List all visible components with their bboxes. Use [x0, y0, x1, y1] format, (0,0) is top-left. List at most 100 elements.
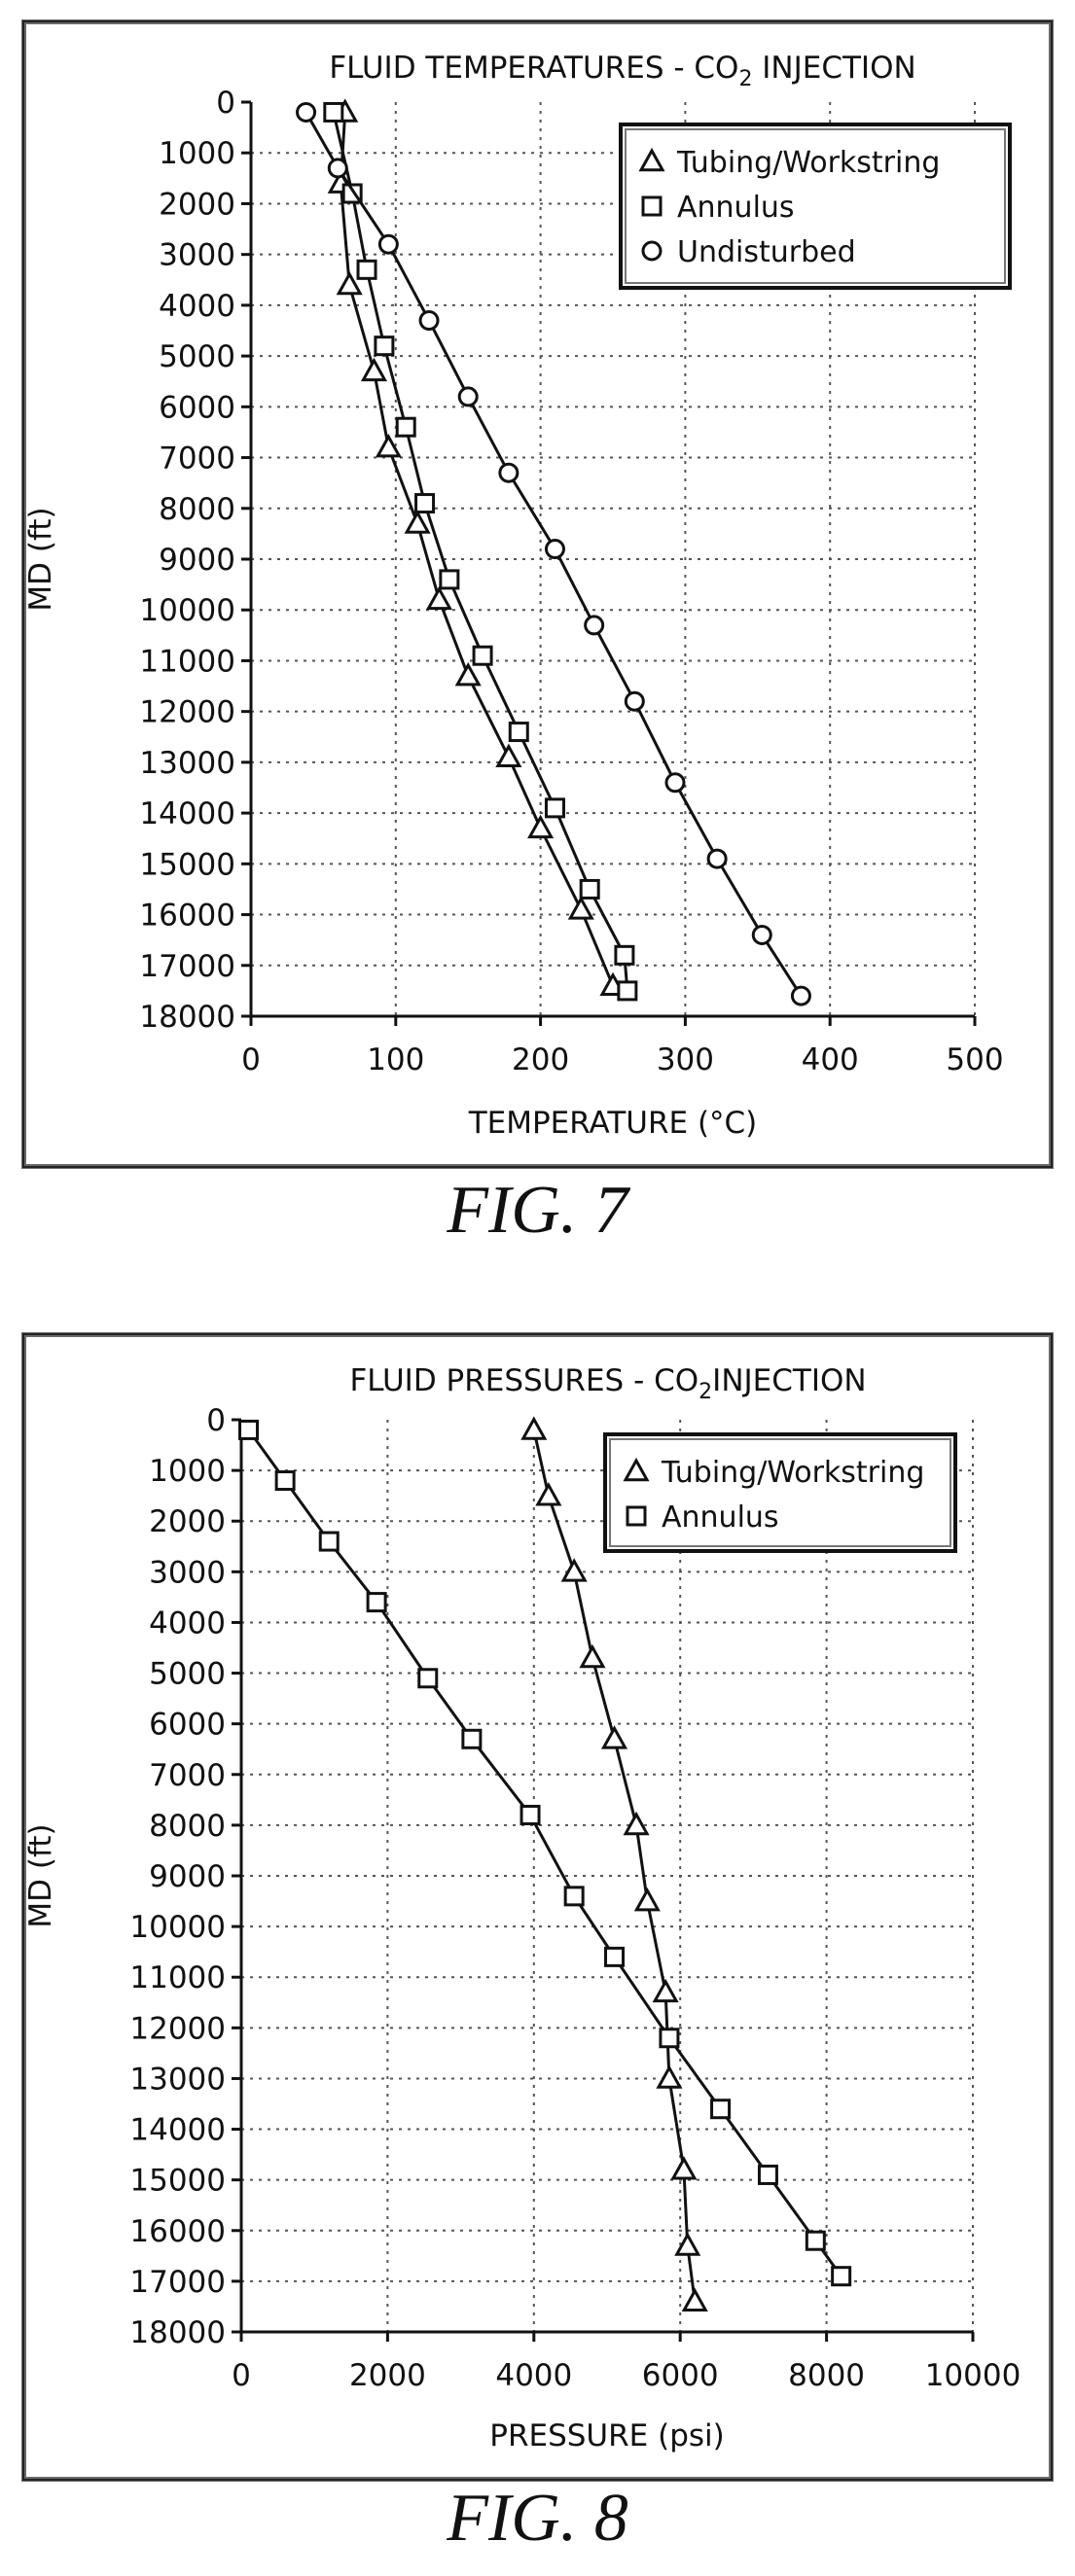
- press-y-tick-label: 14000: [129, 2113, 226, 2148]
- temp-y-tick-label: 8000: [159, 492, 235, 527]
- press-y-tick-label: 0: [206, 1403, 226, 1438]
- press-point-square: [417, 1668, 439, 1689]
- press-y-tick-label: 16000: [129, 2214, 226, 2249]
- temp-point-circle: [664, 772, 686, 794]
- temp-point-circle: [377, 233, 399, 255]
- temp-x-tick-label: 200: [512, 1042, 569, 1077]
- temp-point-circle: [327, 158, 348, 179]
- press-point-triangle: [656, 2064, 683, 2089]
- temp-point-circle: [790, 985, 811, 1006]
- press-y-tick-label: 3000: [149, 1555, 226, 1590]
- press-y-tick-label: 2000: [149, 1504, 226, 1539]
- press-series-line-0: [532, 1429, 697, 2302]
- press-y-tick-label: 17000: [129, 2265, 226, 2300]
- press-legend-label: Annulus: [662, 1500, 779, 1535]
- temp-y-tick-label: 4000: [159, 289, 235, 324]
- temp-point-square: [356, 259, 377, 280]
- press-y-tick-label: 5000: [149, 1657, 226, 1692]
- temp-y-tick-label: 2000: [159, 187, 235, 222]
- press-x-axis-label: PRESSURE (psi): [489, 2418, 724, 2453]
- temp-point-circle: [296, 101, 317, 123]
- press-point-square: [604, 1946, 626, 1967]
- temp-point-triangle: [375, 434, 402, 458]
- temp-point-circle: [706, 848, 728, 869]
- temp-x-tick-label: 500: [946, 1042, 1003, 1077]
- temp-point-square: [472, 645, 493, 666]
- press-point-triangle: [560, 1558, 588, 1582]
- temp-y-tick-label: 12000: [139, 695, 235, 730]
- press-point-square: [659, 2028, 680, 2049]
- press-y-tick-label: 11000: [129, 1960, 226, 1995]
- temp-point-triangle: [404, 510, 431, 534]
- press-point-square: [710, 2099, 732, 2120]
- fig8-caption: FIG. 8: [447, 2481, 628, 2556]
- press-point-square: [805, 2230, 826, 2251]
- temp-y-tick-label: 1000: [159, 136, 235, 171]
- temp-point-square: [395, 416, 416, 438]
- press-x-tick-label: 10000: [925, 2358, 1021, 2393]
- press-point-triangle: [652, 1978, 679, 2003]
- temp-legend-inner: [625, 128, 1006, 284]
- press-point-square: [366, 1592, 387, 1613]
- press-point-triangle: [623, 1811, 650, 1836]
- temp-y-tick-label: 6000: [159, 390, 235, 425]
- press-series-line-1: [247, 1429, 842, 2277]
- temp-x-tick-label: 300: [657, 1042, 714, 1077]
- press-y-tick-label: 6000: [149, 1708, 226, 1743]
- press-point-triangle: [633, 1887, 661, 1912]
- temp-point-square: [544, 797, 565, 819]
- press-point-triangle: [681, 2287, 708, 2312]
- temp-series-line-0: [339, 112, 615, 987]
- temp-point-circle: [584, 615, 605, 636]
- press-y-axis-label: MD (ft): [23, 1823, 58, 1927]
- press-point-triangle: [579, 1643, 606, 1669]
- temp-legend-marker: [641, 195, 663, 217]
- temp-x-axis-label: TEMPERATURE (°C): [468, 1106, 758, 1141]
- temp-point-triangle: [425, 585, 452, 611]
- temp-y-tick-label: 10000: [139, 593, 235, 628]
- temp-chart-group: 0100020003000400050006000700080009000100…: [23, 51, 1012, 1141]
- temp-legend-marker: [638, 147, 665, 172]
- temp-chart-title: FLUID TEMPERATURES - CO2 INJECTION: [329, 51, 915, 91]
- temp-y-tick-label: 3000: [159, 238, 235, 273]
- press-y-tick-label: 7000: [149, 1758, 226, 1793]
- temp-y-tick-label: 18000: [139, 1000, 235, 1035]
- press-point-square: [274, 1470, 296, 1492]
- press-y-tick-label: 1000: [149, 1454, 226, 1489]
- temp-point-square: [617, 980, 638, 1002]
- temp-point-circle: [751, 924, 772, 945]
- fig7-caption: FIG. 7: [447, 1173, 628, 1248]
- temp-y-tick-label: 14000: [139, 796, 235, 831]
- press-point-square: [757, 2164, 778, 2185]
- press-point-triangle: [535, 1482, 562, 1506]
- press-y-tick-label: 9000: [149, 1859, 226, 1894]
- press-legend-marker: [626, 1505, 647, 1527]
- press-point-triangle: [670, 2156, 698, 2180]
- temp-y-tick-label: 11000: [139, 644, 235, 679]
- press-legend-label: Tubing/Workstring: [661, 1456, 924, 1490]
- temp-point-square: [323, 101, 344, 123]
- temp-y-tick-label: 13000: [139, 746, 235, 781]
- temp-legend-label: Undisturbed: [677, 235, 856, 269]
- temp-y-tick-label: 0: [216, 86, 235, 121]
- press-x-tick-label: 0: [232, 2358, 251, 2393]
- temp-series-line-1: [332, 112, 629, 992]
- press-legend-marker: [623, 1457, 650, 1482]
- temp-y-tick-label: 9000: [159, 543, 235, 578]
- temp-x-tick-label: 0: [241, 1042, 261, 1077]
- press-x-tick-label: 6000: [642, 2358, 719, 2393]
- press-y-tick-label: 18000: [129, 2315, 226, 2350]
- temp-point-circle: [418, 310, 440, 332]
- temp-legend-box: [619, 123, 1012, 290]
- press-point-triangle: [520, 1416, 548, 1440]
- temp-point-square: [614, 944, 635, 966]
- press-chart-group: 0 1000 2000 3000 4000 5000 6000 7000 8000 9000 100…: [23, 1363, 1021, 2453]
- press-y-tick-label: 15000: [129, 2164, 226, 2199]
- temp-point-circle: [544, 539, 565, 560]
- temp-y-tick-label: 17000: [139, 949, 235, 984]
- temp-point-circle: [624, 690, 645, 712]
- temp-point-triangle: [527, 814, 555, 839]
- temp-point-triangle: [567, 896, 594, 920]
- temp-point-circle: [498, 462, 520, 483]
